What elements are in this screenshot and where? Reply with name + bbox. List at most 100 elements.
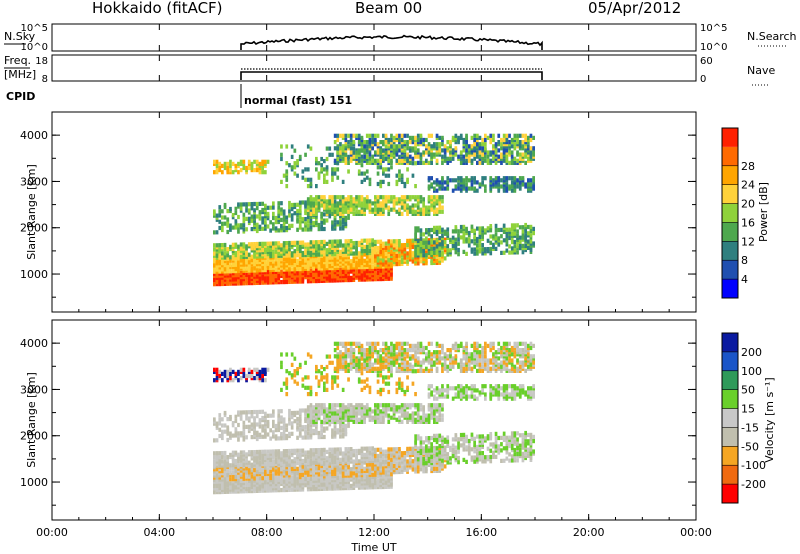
power-cell xyxy=(433,152,436,157)
power-cell xyxy=(258,248,262,253)
power-cell xyxy=(494,223,498,228)
power-cell xyxy=(390,207,393,212)
power-cell xyxy=(473,234,476,240)
power-cell xyxy=(280,251,283,256)
power-cell xyxy=(368,199,372,204)
power-cell xyxy=(470,182,474,187)
power-cell xyxy=(414,245,417,250)
velocity-cell xyxy=(315,476,318,481)
velocity-cell xyxy=(306,454,310,459)
power-cell xyxy=(237,223,240,228)
nsky-panel: N.Sky 10^5 10^0 10^5 10^0 N.Search xyxy=(4,23,797,53)
power-cell xyxy=(306,205,310,210)
velocity-cell xyxy=(363,466,366,471)
power-cell xyxy=(215,230,219,235)
power-cell xyxy=(521,233,525,238)
velocity-cell xyxy=(215,467,219,472)
power-cell xyxy=(502,152,506,157)
power-cell xyxy=(425,137,428,143)
velocity-cell xyxy=(231,477,235,482)
velocity-cell xyxy=(521,433,525,438)
cpid-mode: normal (fast) 151 xyxy=(244,94,352,107)
power-cell xyxy=(470,176,474,181)
power-cell xyxy=(521,225,525,230)
power-cell xyxy=(521,243,525,248)
power-cell xyxy=(349,156,353,161)
power-cell xyxy=(258,168,262,173)
power-cell xyxy=(266,159,270,164)
velocity-cell xyxy=(430,442,433,447)
velocity-cell xyxy=(239,450,243,455)
power-cell xyxy=(234,206,238,211)
power-cell xyxy=(323,246,326,251)
velocity-cell xyxy=(441,458,444,463)
power-cell xyxy=(408,135,412,140)
power-cell xyxy=(425,250,428,255)
velocity-cell xyxy=(419,440,423,445)
velocity-cell xyxy=(390,457,393,462)
power-cell xyxy=(382,140,385,145)
velocity-cell xyxy=(290,487,294,492)
power-cell xyxy=(229,206,232,212)
velocity-cell xyxy=(481,459,484,464)
power-cell xyxy=(231,161,235,166)
power-cell xyxy=(521,152,525,157)
velocity-cell xyxy=(473,459,476,464)
velocity-cell xyxy=(510,445,514,451)
power-cell xyxy=(441,186,444,191)
power-cell xyxy=(282,257,286,262)
power-cell xyxy=(218,205,222,210)
nave-tick-bottom: 0 xyxy=(700,74,706,85)
power-cell xyxy=(315,184,318,189)
power-cell xyxy=(392,207,396,212)
power-cell xyxy=(349,137,353,143)
velocity-cell xyxy=(524,441,527,446)
velocity-cell xyxy=(521,458,525,463)
power-cell xyxy=(419,152,423,157)
power-cell xyxy=(441,209,444,214)
velocity-cell xyxy=(521,441,525,446)
velocity-cell xyxy=(425,444,428,449)
velocity-cell xyxy=(255,449,259,455)
power-cell xyxy=(277,211,281,216)
power-cell xyxy=(419,142,423,147)
power-cell xyxy=(237,170,240,175)
power-cell xyxy=(382,133,385,138)
velocity-cell xyxy=(427,452,431,457)
power-colorbar-tick: 28 xyxy=(741,160,755,173)
power-cell xyxy=(392,154,396,159)
velocity-cell xyxy=(387,461,391,467)
power-cell xyxy=(508,227,511,232)
power-cell xyxy=(529,243,533,248)
velocity-cell xyxy=(331,447,334,452)
power-cell xyxy=(398,241,401,246)
power-cell xyxy=(306,211,310,216)
velocity-cell xyxy=(518,447,522,452)
power-cell xyxy=(352,197,356,202)
power-cell xyxy=(454,186,458,191)
power-cell xyxy=(446,156,450,161)
power-cell xyxy=(494,152,498,157)
velocity-cell xyxy=(296,452,299,457)
velocity-cell xyxy=(524,451,527,456)
velocity-cell xyxy=(398,461,401,466)
power-cell xyxy=(408,148,412,153)
power-cell xyxy=(430,234,433,239)
power-cell xyxy=(325,146,329,151)
power-cell xyxy=(465,148,468,153)
power-cell xyxy=(524,243,527,248)
velocity-cell xyxy=(403,455,407,460)
power-cell xyxy=(502,223,506,228)
velocity-cell xyxy=(505,435,509,440)
power-cell xyxy=(285,228,289,233)
power-cell xyxy=(527,135,530,140)
power-cell xyxy=(298,223,302,228)
power-cell xyxy=(315,268,318,273)
velocity-cell xyxy=(419,448,423,453)
power-cell xyxy=(320,242,323,247)
power-cell xyxy=(529,152,533,157)
power-cell xyxy=(390,165,393,170)
velocity-cell xyxy=(395,461,399,466)
power-cell xyxy=(253,201,256,207)
power-cell xyxy=(387,245,391,250)
